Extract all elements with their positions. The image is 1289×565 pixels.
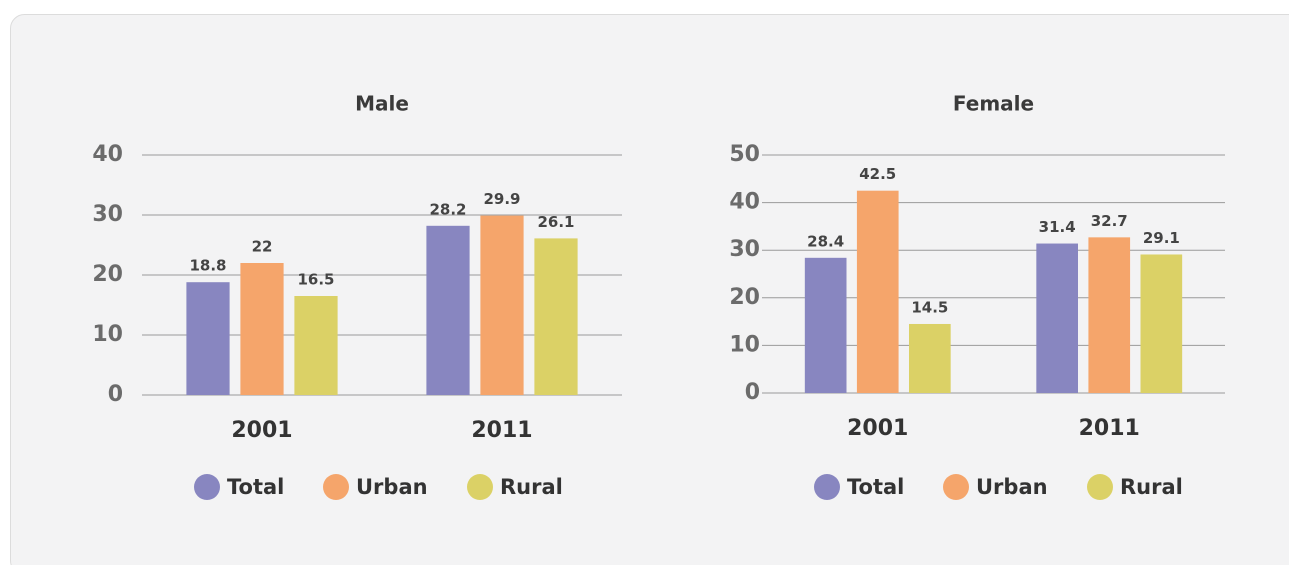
data-label: 26.1 (537, 213, 574, 231)
y-tick-label: 10 (92, 322, 123, 347)
x-tick-label: 2001 (847, 416, 908, 441)
bar (534, 238, 578, 395)
legend-label: Urban (976, 475, 1048, 499)
chart-title: Female (953, 92, 1034, 116)
bar (240, 263, 284, 395)
bar (1088, 237, 1131, 393)
y-tick-label: 40 (729, 190, 760, 215)
data-label: 14.5 (911, 298, 948, 316)
legend-swatch (814, 474, 840, 500)
bar (426, 225, 470, 395)
legend-label: Urban (356, 475, 428, 499)
y-tick-label: 10 (729, 332, 760, 357)
y-tick-label: 50 (729, 142, 760, 167)
legend-label: Total (227, 475, 284, 499)
y-tick-label: 20 (729, 285, 760, 310)
legend-swatch (194, 474, 220, 500)
data-label: 29.9 (483, 190, 520, 208)
bar (856, 190, 899, 393)
legend-swatch (467, 474, 493, 500)
legend-swatch (943, 474, 969, 500)
legend-label: Total (847, 475, 904, 499)
bar (1036, 243, 1078, 393)
y-tick-label: 20 (92, 262, 123, 287)
legend-swatch (323, 474, 349, 500)
legend-label: Rural (500, 475, 563, 499)
data-label: 28.2 (429, 200, 466, 218)
legend-swatch (1087, 474, 1113, 500)
y-tick-label: 30 (92, 202, 123, 227)
data-label: 18.8 (189, 257, 226, 275)
data-label: 22 (252, 238, 273, 256)
y-tick-label: 0 (745, 380, 760, 405)
data-label: 31.4 (1039, 218, 1076, 236)
data-label: 16.5 (297, 271, 334, 289)
bar (480, 215, 524, 395)
y-tick-label: 40 (92, 142, 123, 167)
bar (804, 257, 847, 393)
x-tick-label: 2011 (1079, 416, 1140, 441)
card (10, 14, 1289, 565)
x-tick-label: 2011 (471, 418, 532, 443)
chart-title: Male (355, 92, 409, 116)
data-label: 29.1 (1143, 229, 1180, 247)
y-tick-label: 0 (108, 382, 123, 407)
legend-label: Rural (1120, 475, 1183, 499)
data-label: 28.4 (807, 232, 844, 250)
x-tick-label: 2001 (231, 418, 292, 443)
bar (1140, 254, 1183, 393)
bar (909, 323, 951, 393)
y-tick-label: 30 (729, 237, 760, 262)
data-label: 42.5 (859, 165, 896, 183)
bar (294, 296, 338, 395)
bar (186, 282, 230, 395)
data-label: 32.7 (1091, 212, 1128, 230)
